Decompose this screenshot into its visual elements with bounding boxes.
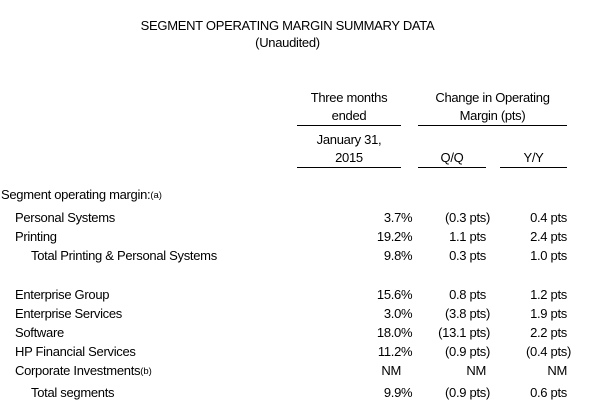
period-date-line1: January 31, <box>316 132 382 147</box>
col-header-yy: Y/Y <box>500 149 573 168</box>
yy-change-cell: 1.2 pts <box>530 287 567 302</box>
operating-margin-cell: 9.8% <box>383 248 413 263</box>
qq-change-cell: 0.3 pts <box>449 248 486 263</box>
operating-margin-cell: 15.6% <box>376 287 413 302</box>
operating-margin-cell: 3.7% <box>383 210 413 225</box>
qq-change-cell: (13.1 pts) <box>438 325 491 340</box>
operating-margin-cell: 18.0% <box>376 325 413 340</box>
yy-change-cell: 0.4 pts <box>530 210 567 225</box>
change-group-line1: Change in Operating <box>435 90 550 105</box>
operating-margin-cell: NM <box>381 363 401 378</box>
table-header-row-2: January 31, 2015 Q/Q Y/Y <box>1 131 574 168</box>
table-row: Total segments 9.9% (0.9 pts) 0.6 pts <box>1 383 574 402</box>
operating-margin-cell: 11.2% <box>377 344 413 359</box>
document-title: SEGMENT OPERATING MARGIN SUMMARY DATA <box>140 18 435 33</box>
table-row: Corporate Investments(b) NM NM NM <box>1 361 574 380</box>
section-heading-label: Segment operating margin: <box>1 187 151 202</box>
operating-margin-cell: 3.0% <box>383 306 413 321</box>
table-row: HP Financial Services 11.2% (0.9 pts) (0… <box>1 342 574 361</box>
yy-change-cell: 1.0 pts <box>530 248 567 263</box>
group-separator <box>1 265 574 285</box>
yy-change-cell: 2.4 pts <box>530 229 567 244</box>
row-label: HP Financial Services <box>15 344 136 359</box>
operating-margin-cell: 19.2% <box>376 229 413 244</box>
document-header: SEGMENT OPERATING MARGIN SUMMARY DATA (U… <box>1 17 574 51</box>
qq-change-cell: (0.3 pts) <box>445 210 491 225</box>
col-header-qq: Q/Q <box>418 149 494 168</box>
table-body: Segment operating margin:(a) Personal Sy… <box>1 185 574 402</box>
yy-change-cell: NM <box>547 363 567 378</box>
table-row: Personal Systems 3.7% (0.3 pts) 0.4 pts <box>1 208 574 227</box>
change-group-line2: Margin (pts) <box>459 108 526 123</box>
period-date-line2: 2015 <box>335 150 363 165</box>
row-label: Enterprise Group <box>15 287 110 302</box>
document: SEGMENT OPERATING MARGIN SUMMARY DATA (U… <box>1 17 574 402</box>
qq-change-cell: 1.1 pts <box>449 229 486 244</box>
qq-label: Q/Q <box>440 150 464 165</box>
operating-margin-cell: 9.9% <box>383 385 413 400</box>
qq-change-cell: 0.8 pts <box>449 287 486 302</box>
qq-change-cell: (0.9 pts) <box>445 385 491 400</box>
period-group-line2: ended <box>331 108 367 123</box>
table-row: Printing 19.2% 1.1 pts 2.4 pts <box>1 227 574 246</box>
table-row: Enterprise Services 3.0% (3.8 pts) 1.9 p… <box>1 304 574 323</box>
yy-change-cell: 2.2 pts <box>530 325 567 340</box>
document-subtitle: (Unaudited) <box>255 35 320 50</box>
yy-change-cell: (0.4 pts) <box>526 344 572 359</box>
row-label: Corporate Investments(b) <box>15 363 152 378</box>
yy-label: Y/Y <box>523 150 544 165</box>
footnote-marker-a: (a) <box>150 190 162 201</box>
qq-change-cell: (3.8 pts) <box>445 306 491 321</box>
row-label: Enterprise Services <box>15 306 123 321</box>
row-label: Total Printing & Personal Systems <box>31 248 217 263</box>
yy-change-cell: 1.9 pts <box>530 306 567 321</box>
col-header-change-group: Change in Operating Margin (pts) <box>418 89 573 126</box>
table-row: Enterprise Group 15.6% 0.8 pts 1.2 pts <box>1 285 574 304</box>
col-header-period-group: Three months ended <box>297 89 413 126</box>
qq-change-cell: NM <box>466 363 486 378</box>
row-label: Personal Systems <box>15 210 115 225</box>
qq-change-cell: (0.9 pts) <box>445 344 491 359</box>
row-label: Printing <box>15 229 57 244</box>
section-heading-row: Segment operating margin:(a) <box>1 185 574 204</box>
table-row: Software 18.0% (13.1 pts) 2.2 pts <box>1 323 574 342</box>
footnote-marker-b: (b) <box>140 366 152 377</box>
period-group-line1: Three months <box>310 90 388 105</box>
col-header-period-date: January 31, 2015 <box>297 131 413 168</box>
row-label: Software <box>15 325 64 340</box>
yy-change-cell: 0.6 pts <box>530 385 567 400</box>
row-label: Total segments <box>31 385 115 400</box>
table-header-row-1: Three months ended Change in Operating M… <box>1 89 574 126</box>
table-row: Total Printing & Personal Systems 9.8% 0… <box>1 246 574 265</box>
section-heading: Segment operating margin:(a) <box>1 185 297 204</box>
